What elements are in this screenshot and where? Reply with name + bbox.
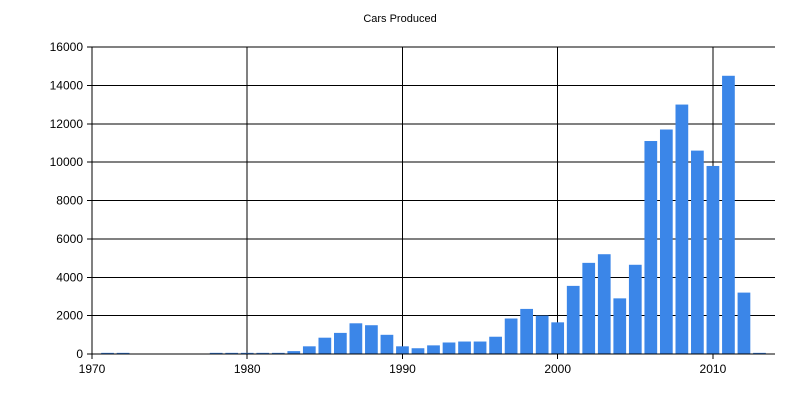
bar-2007 <box>659 129 673 354</box>
bar-2002 <box>582 262 596 354</box>
bar-1984 <box>302 346 316 354</box>
y-tick-label: 12000 <box>50 117 84 131</box>
bar-2013 <box>753 352 766 354</box>
bar-1972 <box>116 352 130 354</box>
bar-2000 <box>551 322 565 354</box>
y-tick-label: 10000 <box>50 155 84 169</box>
bar-1978 <box>209 352 223 354</box>
y-tick-label: 16000 <box>50 40 84 54</box>
bar-1980 <box>240 352 254 354</box>
bar-1985 <box>318 337 332 354</box>
bar-1997 <box>504 318 518 354</box>
bar-1989 <box>380 334 394 354</box>
bar-1971 <box>101 352 114 354</box>
bar-1998 <box>520 308 533 354</box>
bar-1996 <box>489 336 502 354</box>
bar-2010 <box>706 165 720 354</box>
y-tick-label: 6000 <box>56 232 83 246</box>
bar-2005 <box>628 264 642 354</box>
bar-1992 <box>427 345 440 354</box>
bar-2006 <box>644 141 658 354</box>
x-tick-label: 2000 <box>544 362 571 376</box>
bar-2003 <box>597 254 611 354</box>
bar-1982 <box>271 352 285 354</box>
bar-2011 <box>722 75 735 354</box>
bar-1986 <box>334 332 347 354</box>
bars <box>101 75 766 355</box>
bar-1995 <box>473 341 487 354</box>
y-tick-label: 14000 <box>50 78 84 92</box>
bar-2009 <box>691 150 704 354</box>
x-tick-label: 1970 <box>79 362 106 376</box>
y-tick-label: 4000 <box>56 270 83 284</box>
bar-1999 <box>535 315 549 355</box>
bar-2008 <box>675 104 689 354</box>
y-tick-label: 0 <box>76 347 83 361</box>
x-tick-label: 1990 <box>389 362 416 376</box>
bar-1990 <box>396 346 409 354</box>
bar-1987 <box>349 323 363 354</box>
bar-1991 <box>411 348 425 354</box>
bar-1994 <box>458 341 471 354</box>
x-axis-ticks: 1970 1980 1990 2000 2010 <box>79 354 727 376</box>
y-tick-label: 8000 <box>56 194 83 208</box>
bar-1979 <box>225 352 239 354</box>
bar-1983 <box>287 351 301 354</box>
bar-1988 <box>365 325 378 354</box>
y-axis-ticks: 0 2000 4000 6000 8000 10000 12000 14000 16000 <box>50 40 92 361</box>
bar-1981 <box>256 352 270 354</box>
bar-1993 <box>442 342 456 354</box>
bar-2012 <box>737 292 751 354</box>
chart-title: Cars Produced <box>363 13 436 25</box>
bar-2004 <box>613 298 627 354</box>
x-tick-label: 1980 <box>234 362 261 376</box>
y-tick-label: 2000 <box>56 309 83 323</box>
x-tick-label: 2010 <box>700 362 727 376</box>
bar-2001 <box>566 285 580 354</box>
